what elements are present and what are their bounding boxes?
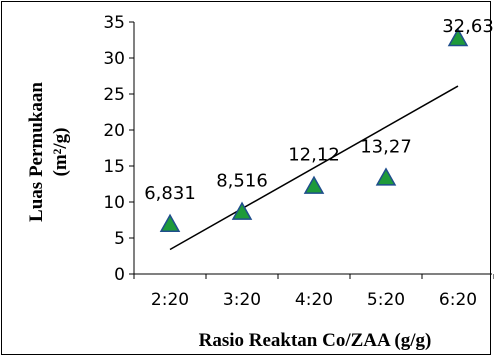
y-axis-label: Luas Permukaan [26,82,47,222]
data-label: 6,831 [144,183,196,204]
data-point [447,27,469,47]
axes [133,22,492,275]
y-tick-label: 20 [103,121,125,141]
y-tick-label: 15 [103,157,125,177]
data-label: 8,516 [216,171,268,192]
trendline [169,85,459,251]
x-tick-label: 5:20 [367,290,405,310]
y-axis-unit: (m²/g) [50,128,71,177]
y-tick-label: 35 [103,13,125,33]
data-point [231,201,253,220]
x-tick-label: 3:20 [223,290,261,310]
data-label: 13,27 [360,136,412,157]
y-ticks-group: 0 5 10 15 20 25 30 35 [103,13,134,285]
y-tick-label: 10 [103,193,125,213]
y-tick-label: 5 [114,229,125,249]
y-axis-title: Luas Permukaan (m²/g) [26,82,71,222]
x-axis-title: Rasio Reaktan Co/ZAA (g/g) [199,330,432,351]
y-tick-label: 0 [114,265,125,285]
y-tick-label: 25 [103,85,125,105]
data-point [303,175,325,194]
data-labels-group: 6,831 8,516 12,12 13,27 32,63 [144,16,494,204]
data-point [375,167,397,186]
x-tick-label: 2:20 [151,290,189,310]
x-tick-label: 4:20 [295,290,333,310]
y-tick-label: 30 [103,49,125,69]
data-label: 32,63 [442,16,494,37]
data-point [159,213,181,232]
marks-group [159,27,469,232]
x-ticks-group: 2:20 3:20 4:20 5:20 6:20 [133,274,494,310]
trendline-group [169,85,459,251]
x-tick-label: 6:20 [439,290,477,310]
data-label: 12,12 [288,145,340,166]
